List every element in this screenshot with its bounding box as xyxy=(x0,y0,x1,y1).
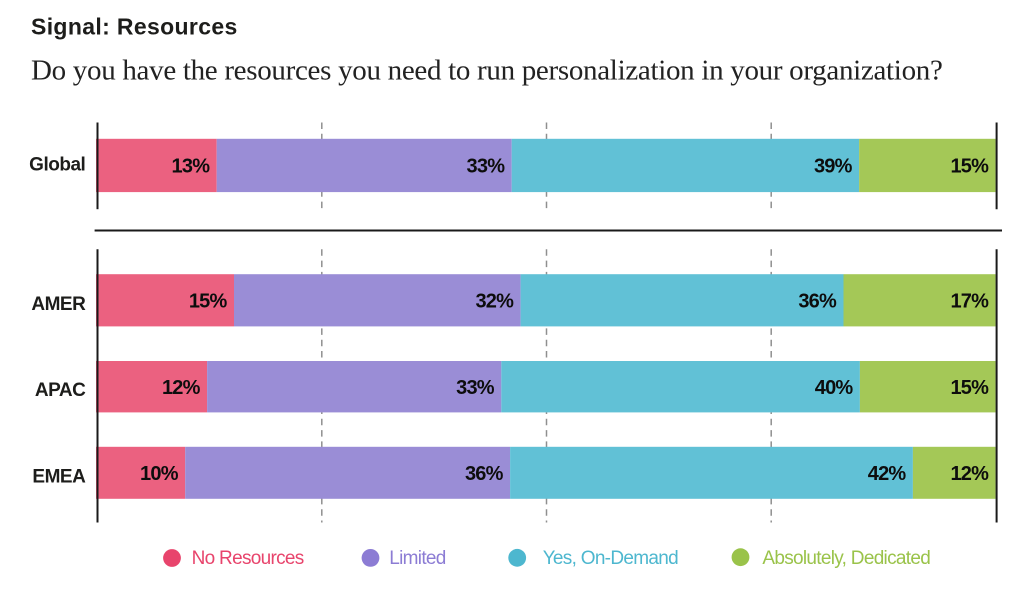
svg-text:Do you have the resources you: Do you have the resources you need to ru… xyxy=(31,54,943,86)
svg-text:12%: 12% xyxy=(162,377,201,399)
svg-text:Limited: Limited xyxy=(389,548,445,569)
svg-text:17%: 17% xyxy=(950,291,989,313)
svg-text:Signal: Resources: Signal: Resources xyxy=(31,14,238,40)
svg-text:39%: 39% xyxy=(814,156,853,178)
svg-text:10%: 10% xyxy=(140,463,179,485)
svg-text:12%: 12% xyxy=(950,463,989,485)
svg-text:AMER: AMER xyxy=(31,294,86,315)
svg-text:APAC: APAC xyxy=(35,380,86,401)
svg-text:Global: Global xyxy=(29,155,85,176)
svg-text:No Resources: No Resources xyxy=(192,548,304,569)
svg-text:32%: 32% xyxy=(475,291,514,313)
svg-text:15%: 15% xyxy=(950,377,989,399)
svg-text:36%: 36% xyxy=(798,291,837,313)
svg-text:15%: 15% xyxy=(950,156,989,178)
svg-text:40%: 40% xyxy=(815,377,854,399)
svg-text:33%: 33% xyxy=(456,377,495,399)
svg-text:EMEA: EMEA xyxy=(32,467,86,488)
svg-text:13%: 13% xyxy=(172,156,211,178)
svg-text:33%: 33% xyxy=(467,156,506,178)
svg-text:15%: 15% xyxy=(189,291,228,313)
svg-text:Absolutely, Dedicated: Absolutely, Dedicated xyxy=(762,548,930,569)
svg-text:42%: 42% xyxy=(868,463,907,485)
svg-text:Yes, On-Demand: Yes, On-Demand xyxy=(543,548,678,569)
svg-text:36%: 36% xyxy=(465,463,504,485)
